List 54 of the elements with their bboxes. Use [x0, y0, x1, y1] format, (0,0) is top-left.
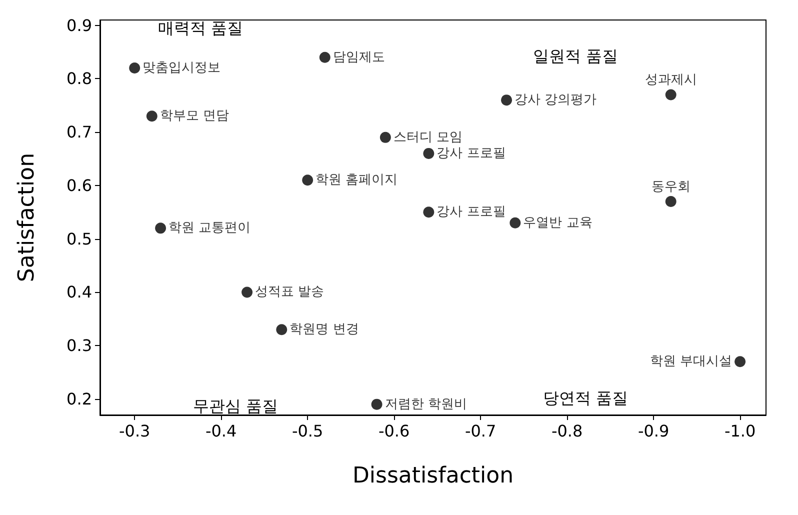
annotation: 학원명 변경	[290, 322, 359, 338]
point	[380, 132, 391, 143]
annotation: 강사 프로필	[436, 204, 506, 220]
annotation: 담임제도	[332, 50, 385, 65]
point	[146, 110, 158, 122]
point	[129, 62, 140, 74]
y-tick-label: 0.8	[66, 69, 92, 88]
annotation: 학원 홈페이지	[316, 172, 398, 188]
annotation: 우열반 교육	[523, 215, 592, 230]
annotation: 당연적 품질	[543, 388, 628, 408]
x-tick-label: -0.7	[464, 422, 496, 440]
annotation: 스터디 모임	[393, 130, 463, 145]
annotation: 동우회	[651, 179, 690, 194]
point	[276, 324, 288, 336]
point	[734, 356, 746, 368]
annotation: 일원적 품질	[533, 46, 618, 66]
annotation: 학부모 면담	[160, 108, 230, 124]
x-axis-title: Dissatisfaction	[352, 464, 514, 488]
annotation: 학원 부대시설	[650, 354, 732, 370]
annotation: 성적표 발송	[255, 284, 324, 300]
y-tick-label: 0.5	[66, 229, 92, 248]
x-tick-label: -1.0	[724, 422, 756, 440]
annotation: 학원 교통편이	[168, 220, 251, 236]
y-tick-label: 0.9	[66, 16, 92, 35]
y-tick-label: 0.7	[66, 122, 92, 142]
point	[501, 94, 512, 106]
annotation: 맞춤입시정보	[142, 60, 221, 76]
annotation: 강사 프로필	[436, 146, 506, 161]
point	[319, 52, 330, 63]
point	[423, 148, 434, 159]
y-tick-label: 0.6	[66, 176, 92, 195]
annotation: 무관심 품질	[193, 396, 278, 416]
y-axis-title: Satisfaction	[14, 152, 40, 282]
point	[665, 89, 676, 100]
x-tick-label: -0.8	[551, 422, 583, 440]
point	[510, 217, 521, 228]
y-tick-label: 0.2	[66, 389, 92, 408]
point	[423, 206, 434, 218]
x-tick-label: -0.9	[638, 422, 670, 440]
annotation: 매력적 품질	[158, 18, 244, 38]
point	[371, 398, 382, 410]
point	[665, 196, 676, 207]
annotation: 강사 강의평가	[514, 92, 597, 108]
point	[302, 174, 314, 186]
x-tick-label: -0.6	[378, 422, 410, 440]
x-tick-label: -0.4	[205, 422, 237, 440]
y-tick-label: 0.4	[66, 282, 92, 302]
y-tick-label: 0.3	[66, 336, 92, 356]
point	[242, 286, 253, 298]
point	[155, 222, 166, 234]
x-tick-label: -0.3	[118, 422, 150, 440]
annotation: 성과제시	[644, 72, 697, 88]
x-tick-label: -0.5	[292, 422, 324, 440]
annotation: 저렴한 학원비	[384, 396, 467, 412]
